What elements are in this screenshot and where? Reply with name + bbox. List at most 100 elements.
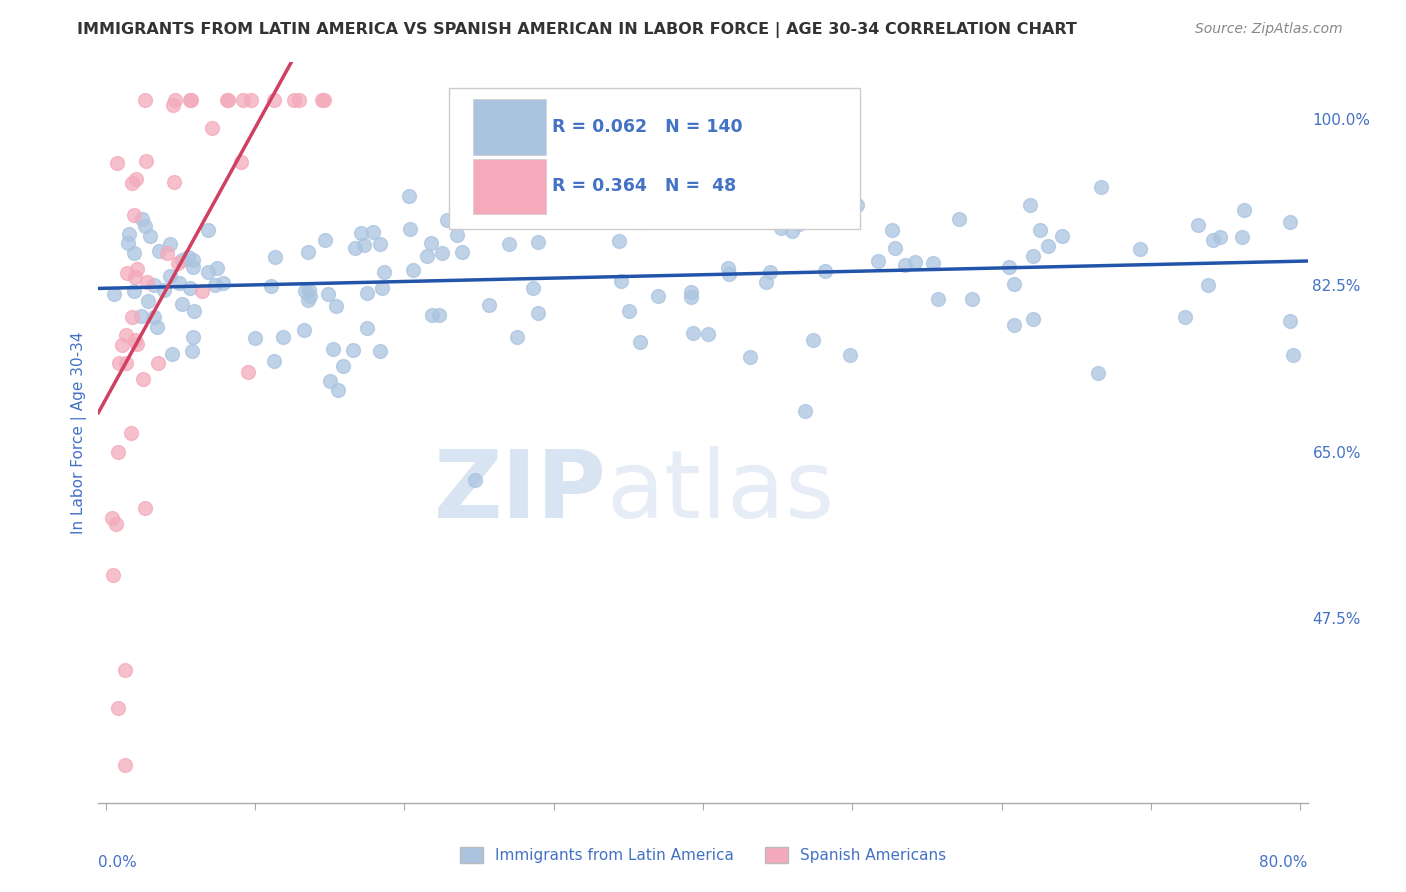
Point [1090,180,1112,194]
Point [1128,242,1150,256]
Point [370,236,392,251]
Point [170,252,193,267]
Point [894,258,917,272]
Point [191,284,214,298]
Point [1022,312,1045,326]
Point [245,331,267,345]
Point [156,245,179,260]
Point [179,281,201,295]
Point [125,172,148,186]
Point [129,310,152,324]
Point [402,262,425,277]
Point [1282,348,1305,362]
Point [298,289,321,303]
Point [104,517,127,532]
Point [1029,222,1052,236]
Point [353,238,375,252]
Point [420,308,443,322]
Point [148,244,170,259]
FancyBboxPatch shape [474,99,546,155]
Point [398,222,420,236]
Point [1230,230,1253,244]
Point [845,198,868,212]
Point [782,224,804,238]
Point [121,310,143,325]
Point [197,265,219,279]
Point [740,350,762,364]
Text: IMMIGRANTS FROM LATIN AMERICA VS SPANISH AMERICAN IN LABOR FORCE | AGE 30-34 COR: IMMIGRANTS FROM LATIN AMERICA VS SPANISH… [77,22,1077,38]
Point [328,384,350,398]
Point [132,372,155,386]
Point [183,252,205,267]
Point [124,245,146,260]
Point [181,344,204,359]
FancyBboxPatch shape [474,159,546,214]
Point [121,177,143,191]
Point [444,211,467,226]
Point [143,278,166,293]
Point [325,299,347,313]
Point [205,261,228,276]
Point [522,280,544,294]
Point [628,214,651,228]
Point [1198,277,1220,292]
Point [342,343,364,358]
Text: R = 0.062   N = 140: R = 0.062 N = 140 [551,118,742,136]
Point [609,235,631,249]
Point [1002,277,1025,292]
Point [180,94,202,108]
Point [115,266,138,280]
Point [120,425,142,440]
Text: 80.0%: 80.0% [1260,855,1308,870]
Point [921,255,943,269]
Point [344,241,367,255]
Point [801,333,824,347]
Point [882,223,904,237]
Point [146,320,169,334]
Point [314,233,336,247]
Point [111,337,134,351]
Point [271,329,294,343]
Point [312,94,335,108]
Point [162,98,184,112]
Point [1202,233,1225,247]
Point [260,279,283,293]
Point [114,757,136,772]
Point [373,265,395,279]
Point [505,330,527,344]
Point [617,304,640,318]
Point [770,221,793,235]
Point [159,236,181,251]
Point [361,225,384,239]
Point [681,290,703,304]
Point [107,701,129,715]
Point [948,211,970,226]
Point [1087,367,1109,381]
Point [316,286,339,301]
Point [1279,215,1302,229]
Point [451,244,474,259]
Point [201,120,224,135]
Point [159,268,181,283]
Point [125,337,148,351]
Text: Source: ZipAtlas.com: Source: ZipAtlas.com [1195,22,1343,37]
Point [107,444,129,458]
Point [485,174,508,188]
Point [108,356,131,370]
Point [688,187,710,202]
Point [464,473,486,487]
Point [114,663,136,677]
Point [1038,239,1060,253]
Point [682,326,704,341]
Point [1279,314,1302,328]
Point [103,286,125,301]
Point [498,236,520,251]
Text: ZIP: ZIP [433,446,606,538]
Point [758,265,780,279]
Point [172,296,194,310]
Point [212,276,235,290]
Point [436,212,458,227]
Point [136,294,159,309]
Point [131,211,153,226]
Point [319,374,342,388]
